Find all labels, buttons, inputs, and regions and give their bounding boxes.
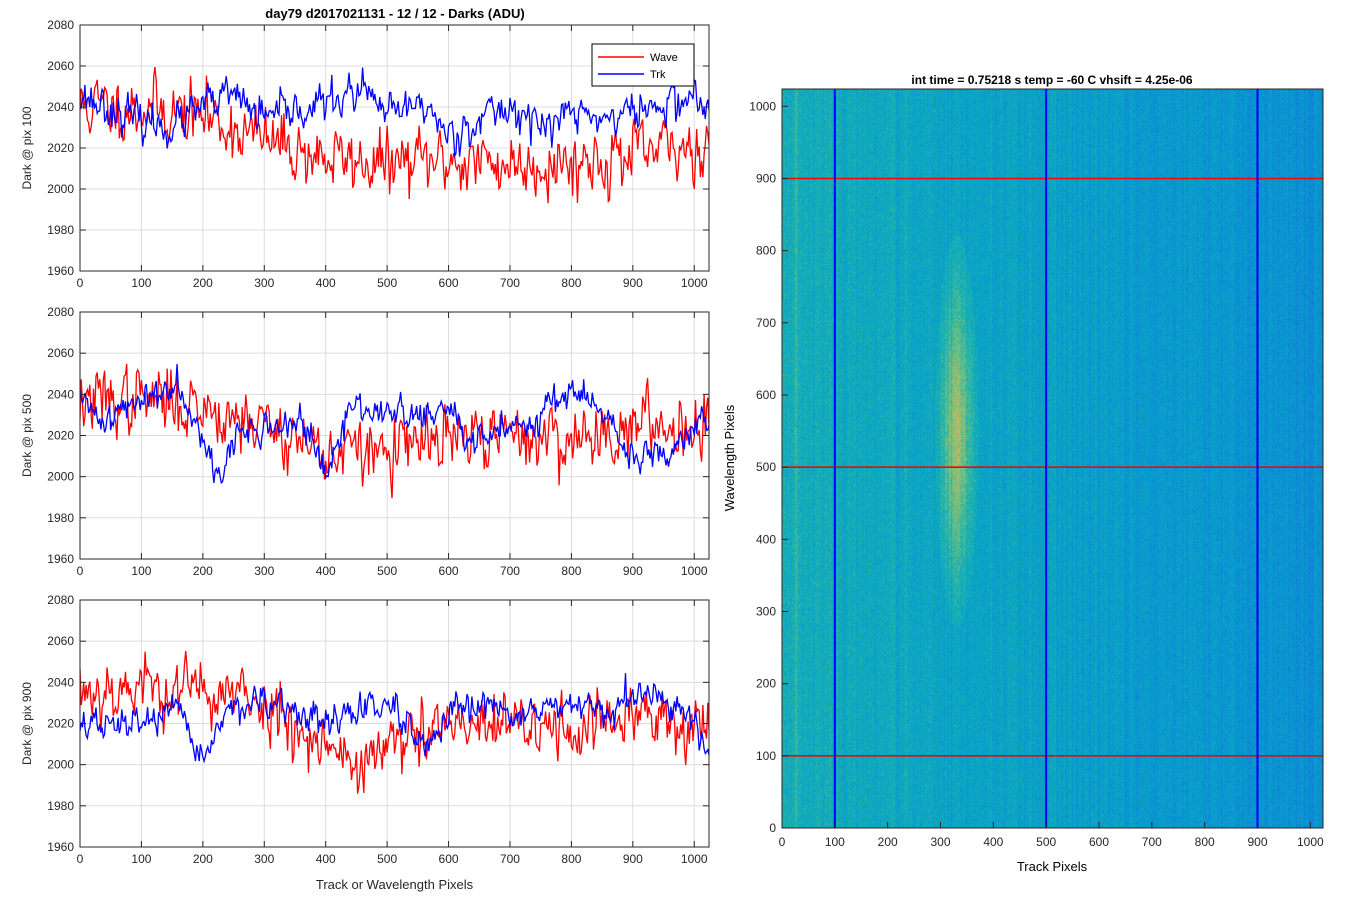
y-tick-label: 1960 xyxy=(47,264,74,278)
y-tick-label: 2020 xyxy=(47,717,74,731)
y-tick-label: 2080 xyxy=(47,18,74,32)
y-tick-label: 2000 xyxy=(47,470,74,484)
y-tick-label: 2040 xyxy=(47,675,74,689)
heatmap-x-tick-label: 600 xyxy=(1089,835,1109,849)
x-tick-label: 0 xyxy=(77,564,84,578)
heatmap-y-tick-label: 0 xyxy=(769,821,776,835)
x-tick-label: 100 xyxy=(131,276,151,290)
y-tick-label: 2060 xyxy=(47,634,74,648)
heatmap-y-tick-label: 900 xyxy=(756,171,776,185)
x-tick-label: 400 xyxy=(316,852,336,866)
x-tick-label: 600 xyxy=(439,852,459,866)
x-tick-label: 400 xyxy=(316,564,336,578)
y-tick-label: 2060 xyxy=(47,346,74,360)
y-tick-label: 1980 xyxy=(47,511,74,525)
x-tick-label: 1000 xyxy=(681,852,708,866)
heatmap-y-tick-label: 300 xyxy=(756,604,776,618)
heatmap-y-axis-label: Wavelength Pixels xyxy=(722,404,737,511)
x-tick-label: 600 xyxy=(439,276,459,290)
x-axis-label: Track or Wavelength Pixels xyxy=(316,877,474,892)
heatmap-title: int time = 0.75218 s temp = -60 C vhsift… xyxy=(911,73,1192,87)
y-tick-label: 2080 xyxy=(47,593,74,607)
y-tick-label: 1980 xyxy=(47,799,74,813)
y-tick-label: 1980 xyxy=(47,223,74,237)
y-tick-label: 2020 xyxy=(47,141,74,155)
x-tick-label: 800 xyxy=(561,276,581,290)
y-tick-label: 2000 xyxy=(47,182,74,196)
x-tick-label: 100 xyxy=(131,852,151,866)
x-tick-label: 300 xyxy=(254,276,274,290)
x-tick-label: 900 xyxy=(623,564,643,578)
legend-label-trk: Trk xyxy=(650,69,666,81)
heatmap-x-tick-label: 400 xyxy=(983,835,1003,849)
heatmap-y-tick-label: 800 xyxy=(756,244,776,258)
heatmap-x-tick-label: 900 xyxy=(1247,835,1267,849)
heatmap-image xyxy=(782,89,1323,828)
x-tick-label: 1000 xyxy=(681,276,708,290)
heatmap-x-tick-label: 1000 xyxy=(1297,835,1324,849)
legend-box xyxy=(591,43,695,87)
line-panel-pix-900: 0 100 200 300 400 500 600 700 800 900 1000 1960 1980… xyxy=(20,593,710,892)
heatmap-frame xyxy=(781,88,1324,829)
series-line-wave xyxy=(80,67,709,204)
x-tick-label: 0 xyxy=(77,276,84,290)
heatmap-y-tick-label: 100 xyxy=(756,749,776,763)
heatmap-y-tick-label: 400 xyxy=(756,532,776,546)
series-line-trk xyxy=(80,67,709,159)
heatmap-y-tick-label: 700 xyxy=(756,316,776,330)
x-tick-label: 500 xyxy=(377,564,397,578)
x-tick-label: 800 xyxy=(561,852,581,866)
x-tick-label: 200 xyxy=(193,276,213,290)
y-axis-label: Dark @ pix 900 xyxy=(20,682,34,765)
x-tick-label: 200 xyxy=(193,564,213,578)
heatmap-x-tick-label: 200 xyxy=(878,835,898,849)
heatmap-x-tick-label: 100 xyxy=(825,835,845,849)
legend-label-wave: Wave xyxy=(650,52,678,64)
heatmap-x-tick-label: 0 xyxy=(779,835,786,849)
y-axis-label: Dark @ pix 100 xyxy=(20,106,34,189)
series-line-trk xyxy=(80,673,709,764)
y-tick-label: 2000 xyxy=(47,758,74,772)
y-axis-label: Dark @ pix 500 xyxy=(20,394,34,477)
x-tick-label: 800 xyxy=(561,564,581,578)
legend: Wave Trk xyxy=(591,43,695,87)
y-tick-label: 1960 xyxy=(47,552,74,566)
x-tick-label: 400 xyxy=(316,276,336,290)
y-tick-label: 1960 xyxy=(47,840,74,854)
y-tick-label: 2080 xyxy=(47,305,74,319)
x-tick-label: 500 xyxy=(377,276,397,290)
heatmap-x-tick-label: 700 xyxy=(1142,835,1162,849)
heatmap-y-tick-label: 1000 xyxy=(749,99,776,113)
y-tick-label: 2020 xyxy=(47,429,74,443)
x-tick-label: 100 xyxy=(131,564,151,578)
x-tick-label: 600 xyxy=(439,564,459,578)
x-tick-label: 1000 xyxy=(681,564,708,578)
heatmap-x-tick-label: 800 xyxy=(1195,835,1215,849)
figure-title: day79 d2017021131 - 12 / 12 - Darks (ADU… xyxy=(265,6,524,21)
heatmap-x-tick-label: 500 xyxy=(1036,835,1056,849)
heatmap-x-axis-label: Track Pixels xyxy=(1017,859,1088,874)
heatmap-y-tick-label: 600 xyxy=(756,388,776,402)
x-tick-label: 200 xyxy=(193,852,213,866)
series-line-trk xyxy=(80,364,709,485)
x-tick-label: 700 xyxy=(500,852,520,866)
heatmap-y-tick-label: 500 xyxy=(756,460,776,474)
x-tick-label: 900 xyxy=(623,852,643,866)
x-tick-label: 0 xyxy=(77,852,84,866)
heatmap-y-tick-label: 200 xyxy=(756,677,776,691)
x-tick-label: 700 xyxy=(500,276,520,290)
x-tick-label: 700 xyxy=(500,564,520,578)
x-tick-label: 300 xyxy=(254,852,274,866)
x-tick-label: 300 xyxy=(254,564,274,578)
heatmap-image-container xyxy=(782,89,1323,828)
x-tick-label: 500 xyxy=(377,852,397,866)
y-tick-label: 2060 xyxy=(47,59,74,73)
x-tick-label: 900 xyxy=(623,276,643,290)
heatmap-axes: 0 100 200 300 400 500 600 700 800 900 1000 0 100 200 3… xyxy=(749,88,1324,849)
heatmap-x-tick-label: 300 xyxy=(930,835,950,849)
line-panel-pix-500: 0 100 200 300 400 500 600 700 800 900 1000 1960 1980… xyxy=(20,305,710,578)
y-tick-label: 2040 xyxy=(47,387,74,401)
y-tick-label: 2040 xyxy=(47,100,74,114)
